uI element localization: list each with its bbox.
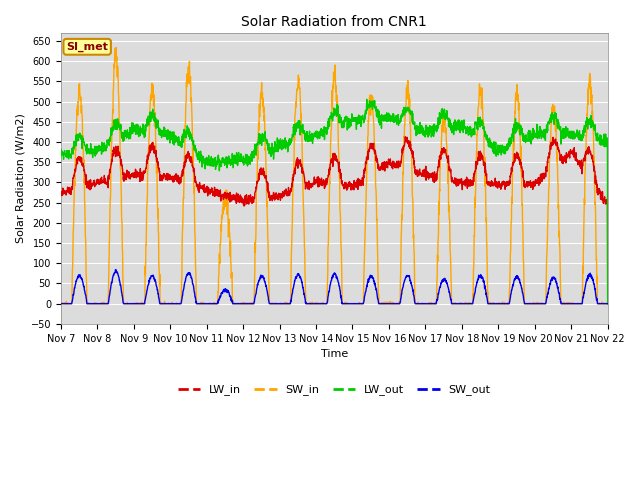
SW_out [604, 301, 612, 307]
LW_out [350, 116, 358, 122]
SW_in [350, 301, 358, 307]
SW_out [362, 288, 370, 293]
SW_out [493, 301, 501, 307]
SW_in [57, 301, 65, 307]
LW_in [604, 301, 612, 307]
LW_out [571, 131, 579, 136]
Y-axis label: Solar Radiation (W/m2): Solar Radiation (W/m2) [15, 113, 25, 243]
LW_in [401, 134, 409, 140]
Line: SW_in: SW_in [61, 48, 608, 304]
SW_in [556, 243, 563, 249]
Line: LW_in: LW_in [61, 137, 608, 304]
SW_in [362, 194, 370, 200]
LW_in [493, 181, 501, 187]
LW_in [571, 153, 579, 158]
SW_in [604, 301, 612, 307]
LW_in [556, 150, 563, 156]
LW_in [209, 192, 217, 197]
Line: LW_out: LW_out [61, 99, 608, 304]
LW_out [209, 161, 217, 167]
SW_out [556, 295, 563, 300]
SW_out [57, 301, 65, 307]
Line: SW_out: SW_out [61, 270, 608, 304]
Legend: LW_in, SW_in, LW_out, SW_out: LW_in, SW_in, LW_out, SW_out [173, 380, 495, 400]
LW_in [362, 161, 370, 167]
SW_in [112, 45, 120, 50]
SW_out [571, 301, 579, 307]
LW_out [57, 155, 65, 160]
LW_in [57, 191, 65, 197]
SW_out [111, 267, 119, 273]
SW_in [571, 301, 579, 307]
SW_in [210, 300, 218, 306]
Title: Solar Radiation from CNR1: Solar Radiation from CNR1 [241, 15, 427, 29]
LW_in [350, 187, 358, 192]
SW_out [350, 301, 358, 307]
LW_out [493, 149, 501, 155]
X-axis label: Time: Time [321, 349, 348, 359]
LW_out [362, 110, 370, 116]
SW_in [493, 300, 501, 306]
Text: SI_met: SI_met [67, 42, 108, 52]
LW_out [363, 96, 371, 102]
SW_out [210, 301, 218, 307]
LW_out [556, 124, 563, 130]
LW_out [604, 301, 612, 307]
